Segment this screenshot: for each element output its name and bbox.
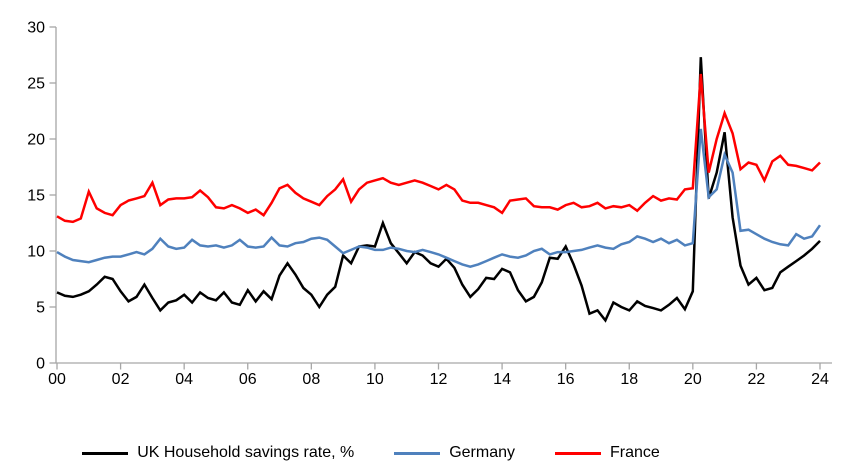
y-axis: 0 5 10 15 20 25 30 [27, 20, 57, 373]
series-lines [56, 57, 822, 323]
x-tick-label: 18 [620, 371, 638, 388]
chart-legend: UK Household savings rate, % Germany Fra… [0, 444, 742, 462]
x-tick-label: 06 [239, 371, 257, 388]
y-tick-label: 10 [27, 244, 45, 261]
y-tick-label: 15 [27, 188, 45, 205]
legend-item-germany: Germany [394, 444, 515, 462]
y-tick-label: 5 [36, 300, 45, 317]
x-tick-label: 14 [493, 371, 511, 388]
x-tick-label: 02 [112, 371, 130, 388]
x-tick-label: 10 [366, 371, 384, 388]
legend-label-uk: UK Household savings rate, % [137, 444, 355, 461]
legend-label-germany: Germany [449, 444, 515, 461]
y-tick-label: 20 [27, 132, 45, 149]
x-axis: 00 02 04 06 08 10 12 14 16 18 20 22 24 [48, 362, 832, 388]
france-line-swatch [555, 451, 601, 455]
x-tick-label: 16 [557, 371, 575, 388]
legend-label-france: France [610, 444, 660, 461]
savings-rate-chart: 0 5 10 15 20 25 30 00 02 04 06 08 10 12 14 16 18 20 22 24 [27, 20, 832, 388]
x-tick-label: 04 [175, 371, 193, 388]
x-tick-label: 08 [302, 371, 320, 388]
uk-line-swatch [82, 451, 129, 455]
chart-area: 0 5 10 15 20 25 30 00 02 04 06 08 10 12 14 16 18 20 22 24 [27, 20, 832, 388]
x-tick-label: 12 [430, 371, 448, 388]
y-tick-label: 0 [36, 356, 45, 373]
x-tick-label: 00 [48, 371, 66, 388]
x-tick-label: 22 [748, 371, 766, 388]
x-tick-label: 24 [811, 371, 829, 388]
legend-item-france: France [555, 444, 660, 462]
germany-series-line [56, 128, 822, 269]
x-tick-label: 20 [684, 371, 702, 388]
uk-series-line [56, 57, 821, 323]
y-tick-label: 30 [27, 20, 45, 37]
y-tick-label: 25 [27, 76, 45, 93]
germany-line-swatch [394, 451, 441, 455]
legend-item-uk: UK Household savings rate, % [82, 444, 354, 462]
france-series-line [56, 73, 821, 224]
